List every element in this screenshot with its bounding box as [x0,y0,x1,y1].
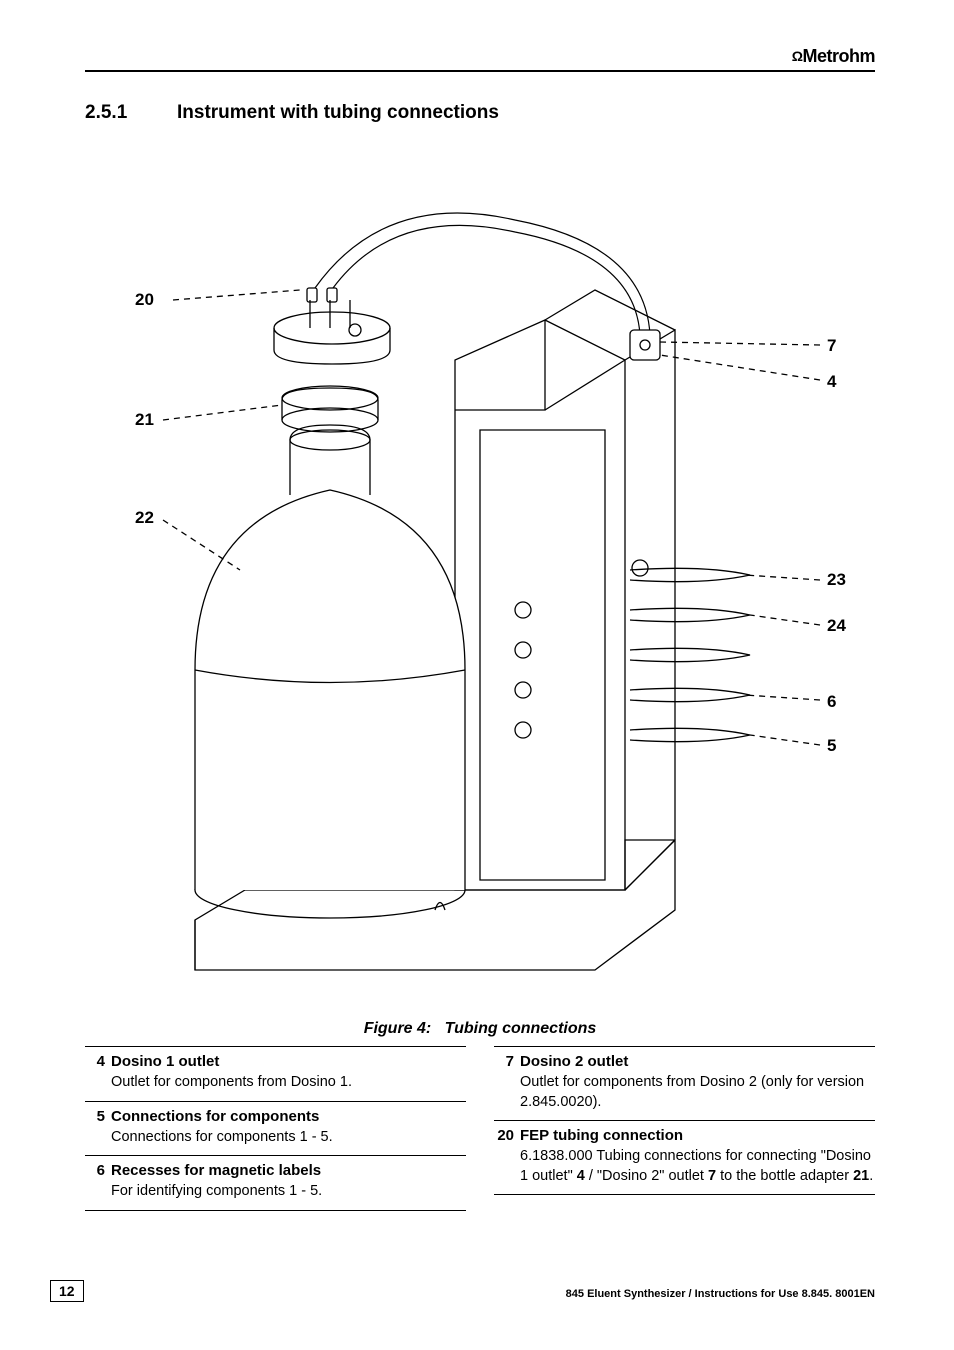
brand-label: ΩMetrohm [792,46,875,67]
legend-entry: 5 Connections for components Connections… [85,1101,466,1156]
callout-6: 6 [827,692,836,712]
legend-entry: 4 Dosino 1 outlet Outlet for components … [85,1046,466,1101]
footer-text: 845 Eluent Synthesizer / Instructions fo… [566,1288,875,1300]
section-heading: 2.5.1Instrument with tubing connections [85,102,499,124]
legend-entry: 20 FEP tubing connection 6.1838.000 Tubi… [494,1120,875,1195]
figure-diagram: 20 21 22 7 4 23 24 6 5 [85,150,875,1020]
figure-caption: Figure 4: Tubing connections [85,1020,875,1038]
legend-entry: 7 Dosino 2 outlet Outlet for components … [494,1046,875,1120]
callout-7: 7 [827,336,836,356]
callout-5: 5 [827,736,836,756]
legend: 4 Dosino 1 outlet Outlet for components … [85,1046,875,1211]
legend-entry: 6 Recesses for magnetic labels For ident… [85,1155,466,1211]
header-rule [85,70,875,72]
callout-24: 24 [827,616,846,636]
callout-21: 21 [135,410,154,430]
page-number: 12 [50,1280,84,1302]
callout-20: 20 [135,290,154,310]
callout-4: 4 [827,372,836,392]
callout-22: 22 [135,508,154,528]
callout-23: 23 [827,570,846,590]
